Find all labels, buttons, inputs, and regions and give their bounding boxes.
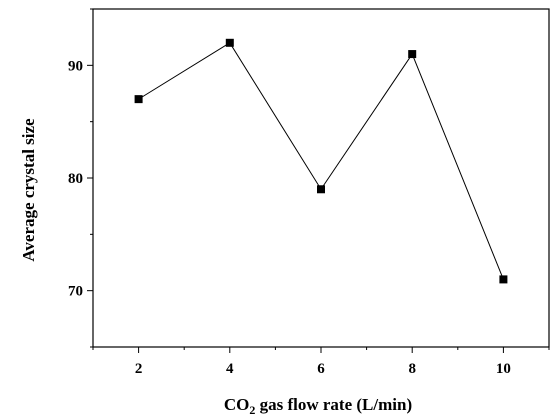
- data-point: [499, 275, 508, 284]
- data-markers: [134, 38, 508, 284]
- y-tick-label: 80: [68, 171, 83, 187]
- x-tick-label: 10: [496, 361, 511, 377]
- y-tick-label: 90: [68, 58, 83, 74]
- series-line: [138, 42, 504, 280]
- y-tick-label: 70: [68, 284, 83, 300]
- data-point: [408, 50, 417, 59]
- x-axis-title-subscript: 2: [249, 403, 255, 417]
- data-point: [134, 95, 143, 104]
- x-tick-label: 2: [135, 361, 143, 377]
- x-axis-title-rest: gas flow rate (L/min): [255, 395, 412, 414]
- plot-frame: [92, 8, 550, 348]
- x-axis-title-main: CO: [224, 395, 250, 414]
- x-tick-label: 4: [226, 361, 234, 377]
- x-axis-title: CO2 gas flow rate (L/min): [224, 395, 412, 417]
- y-axis-ticks: 70 80 90: [68, 8, 93, 348]
- x-axis-ticks: 2 4 6 8 10: [92, 347, 550, 377]
- x-tick-label: 6: [317, 361, 325, 377]
- data-point: [225, 38, 234, 47]
- data-point: [317, 185, 325, 194]
- x-tick-label: 8: [408, 361, 416, 377]
- y-axis-title: Average crystal size: [19, 118, 38, 262]
